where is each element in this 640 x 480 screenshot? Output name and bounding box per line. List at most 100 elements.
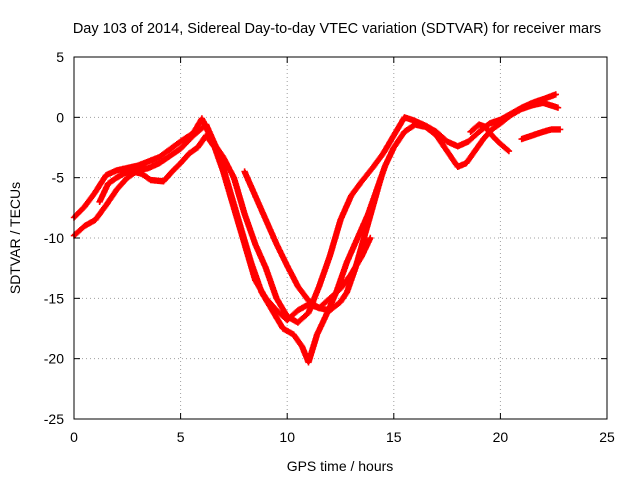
data-point [456, 145, 459, 148]
data-point [98, 200, 101, 203]
data-point [126, 176, 129, 179]
data-point [94, 218, 97, 222]
data-point [345, 291, 349, 294]
data-point [296, 321, 300, 324]
y-tick-label: 5 [56, 49, 64, 65]
chart-title: Day 103 of 2014, Sidereal Day-to-day VTE… [73, 21, 601, 37]
data-point [232, 176, 236, 179]
axis-ticks: 0 5 10 15 20 25 -25 -20 -15 -10 -5 0 5 [44, 49, 615, 445]
data-point [123, 171, 127, 175]
data-point [465, 161, 468, 165]
data-point [243, 242, 246, 246]
data-point [328, 254, 332, 258]
data-point [554, 93, 558, 96]
data-point [179, 161, 182, 165]
data-point [187, 152, 191, 155]
data-point [275, 309, 278, 312]
data-point [445, 140, 449, 143]
data-point [307, 311, 310, 315]
data-point [477, 130, 481, 134]
data-point [550, 128, 553, 131]
data-point [104, 174, 108, 177]
data-point [558, 128, 562, 131]
data-point [254, 242, 257, 246]
data-point [300, 345, 304, 348]
data-point [354, 266, 357, 270]
data-point [115, 176, 118, 179]
data-point [213, 146, 216, 149]
data-point [381, 152, 385, 155]
data-point [204, 134, 208, 137]
data-point [158, 161, 161, 165]
data-point [531, 134, 534, 137]
data-point [507, 149, 511, 153]
data-point [435, 134, 438, 137]
data-point [499, 142, 502, 146]
data-point [445, 149, 449, 153]
data-point [339, 287, 342, 290]
data-point [490, 134, 494, 137]
data-point [345, 260, 349, 264]
data-point [360, 180, 364, 183]
data-point [339, 300, 342, 304]
data-point [520, 137, 523, 141]
data-point [141, 172, 144, 176]
y-tick-label: -15 [44, 290, 64, 306]
y-tick-label: -25 [44, 411, 64, 427]
data-point [104, 204, 108, 207]
x-tick-label: 0 [70, 429, 78, 445]
data-point [379, 176, 383, 179]
data-point [94, 190, 97, 194]
series-3-markers [96, 132, 374, 324]
data-point [106, 182, 110, 185]
data-point [467, 140, 470, 143]
data-point [362, 236, 366, 240]
data-point [162, 180, 165, 183]
data-point [403, 116, 406, 119]
data-point [179, 147, 182, 150]
x-tick-label: 15 [386, 429, 402, 445]
y-tick-label: -20 [44, 351, 64, 367]
series-4 [241, 168, 385, 314]
data-point [371, 206, 374, 210]
data-point [413, 123, 417, 126]
data-point [317, 285, 321, 288]
data-point [192, 134, 195, 137]
y-tick-label: 0 [56, 109, 64, 125]
data-point [296, 309, 300, 312]
data-point [324, 315, 327, 318]
data-point [469, 130, 472, 134]
data-point [477, 123, 481, 126]
data-point [307, 299, 310, 302]
data-point [541, 101, 545, 105]
data-point [281, 327, 285, 330]
data-point [315, 333, 319, 336]
y-tick-label: -10 [44, 230, 64, 246]
data-point [243, 212, 246, 216]
data-point [541, 130, 545, 134]
data-point [403, 130, 406, 134]
data-point [339, 218, 342, 222]
x-tick-label: 25 [599, 429, 615, 445]
data-point [286, 264, 289, 267]
data-point [556, 106, 560, 109]
data-point [254, 194, 257, 197]
series-3 [96, 132, 374, 324]
data-point [222, 170, 225, 173]
data-point [509, 113, 513, 117]
data-point [369, 236, 372, 240]
series-2 [70, 99, 562, 366]
data-point [488, 122, 491, 125]
series-2-markers [70, 99, 562, 366]
series-6-markers [518, 126, 564, 143]
y-tick-label: -5 [52, 170, 65, 186]
data-point [158, 155, 161, 159]
data-point [115, 188, 118, 191]
grid-lines [74, 57, 607, 419]
data-point [286, 318, 289, 322]
data-point [317, 306, 321, 310]
data-point [356, 236, 359, 240]
data-point [392, 134, 395, 137]
x-tick-label: 5 [177, 429, 185, 445]
